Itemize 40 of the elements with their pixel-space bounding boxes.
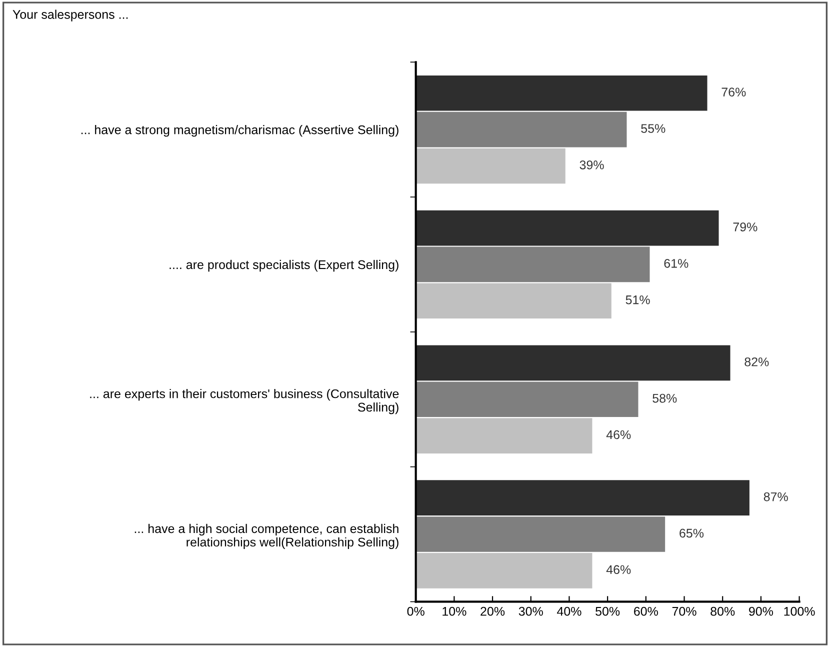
x-tick-label: 20% xyxy=(480,606,505,616)
x-tick-label: 100% xyxy=(784,606,815,616)
data-label: 65% xyxy=(680,528,704,538)
bar xyxy=(416,345,730,381)
x-tick-label: 90% xyxy=(749,606,774,616)
bar xyxy=(416,553,592,588)
x-tick-label: 30% xyxy=(518,606,543,616)
x-tick-label: 10% xyxy=(442,606,466,616)
x-tick-label: 40% xyxy=(556,606,582,616)
bar xyxy=(416,516,666,552)
data-label: 55% xyxy=(641,124,666,133)
data-label: 79% xyxy=(733,222,758,232)
bar xyxy=(416,148,566,184)
data-label: 61% xyxy=(664,258,688,268)
data-label: 46% xyxy=(606,430,631,440)
x-tick-label: 60% xyxy=(634,606,658,616)
data-label: 58% xyxy=(652,394,677,403)
y-tick-label: ... have a high social competence, can establish relationships well(Relationship Selling) xyxy=(134,524,398,550)
data-label: 82% xyxy=(744,357,769,366)
data-label: 76% xyxy=(722,88,746,96)
data-label: 39% xyxy=(580,160,604,170)
bar xyxy=(416,480,750,516)
x-tick-label: 0% xyxy=(407,606,424,616)
y-tick-label: ... are experts in their customers' business (Consultative Selling) xyxy=(90,389,399,414)
x-tick-label: 50% xyxy=(596,606,620,616)
x-tick-label: 80% xyxy=(710,606,735,616)
bar xyxy=(416,283,612,319)
bar xyxy=(416,382,638,418)
x-tick-label: 70% xyxy=(672,606,696,616)
data-label: 46% xyxy=(606,565,631,574)
bar xyxy=(416,210,719,246)
bar xyxy=(416,246,650,282)
bar xyxy=(416,418,592,454)
data-label: 87% xyxy=(764,492,788,502)
text: Your salespersons ... xyxy=(12,10,128,22)
bar xyxy=(416,75,708,111)
y-tick-label: ... have a strong magnetism/charismac (Assertive Selling) xyxy=(81,125,398,137)
data-label: 51% xyxy=(626,295,650,304)
y-tick-label: .... are product specialists (Expert Selling) xyxy=(170,260,398,272)
bar xyxy=(416,112,627,148)
